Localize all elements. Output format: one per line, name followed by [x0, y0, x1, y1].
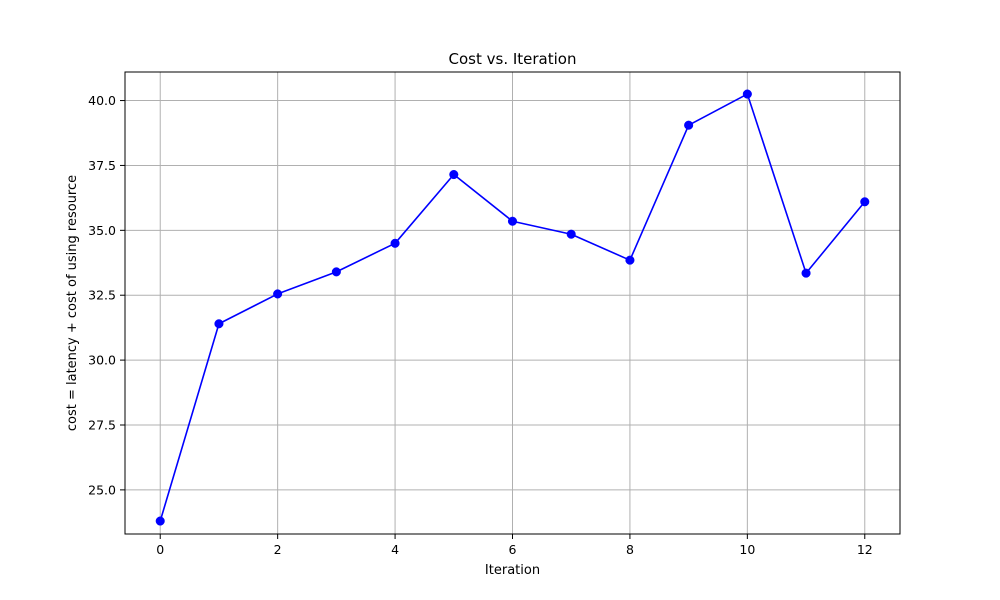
data-point [860, 197, 870, 207]
x-axis-label: Iteration [485, 563, 540, 578]
data-point [507, 216, 518, 226]
data-point [214, 319, 224, 329]
y-tick-label: 37.5 [88, 158, 116, 173]
data-point [801, 268, 811, 278]
y-tick-label: 32.5 [88, 288, 116, 303]
x-tick-label: 4 [391, 542, 399, 557]
data-point [566, 229, 576, 239]
x-tick-label: 10 [739, 542, 755, 557]
data-point [742, 89, 752, 99]
data-point [331, 267, 341, 277]
y-tick-label: 27.5 [88, 417, 116, 432]
x-axis-ticks: 0 2 4 6 8 10 12 [156, 534, 873, 557]
y-axis-ticks: 25.0 27.5 30.0 32.5 35.0 37.5 40.0 [88, 93, 125, 497]
x-tick-label: 6 [509, 542, 517, 557]
data-point [273, 289, 283, 299]
data-point [625, 255, 635, 265]
data-point [390, 238, 400, 248]
data-series [155, 89, 870, 526]
x-tick-label: 2 [274, 542, 282, 557]
y-axis-label: cost = latency + cost of using resource [65, 175, 80, 431]
grid-lines [125, 72, 900, 534]
chart-title: Cost vs. Iteration [449, 50, 577, 68]
data-point [684, 120, 694, 130]
y-tick-label: 40.0 [88, 93, 116, 108]
x-tick-label: 0 [156, 542, 164, 557]
y-tick-label: 25.0 [88, 482, 116, 497]
y-tick-label: 30.0 [88, 353, 116, 368]
data-point [155, 516, 165, 526]
x-tick-label: 12 [857, 542, 873, 557]
y-tick-label: 35.0 [88, 223, 116, 238]
data-point [449, 169, 459, 180]
x-tick-label: 8 [626, 542, 634, 557]
